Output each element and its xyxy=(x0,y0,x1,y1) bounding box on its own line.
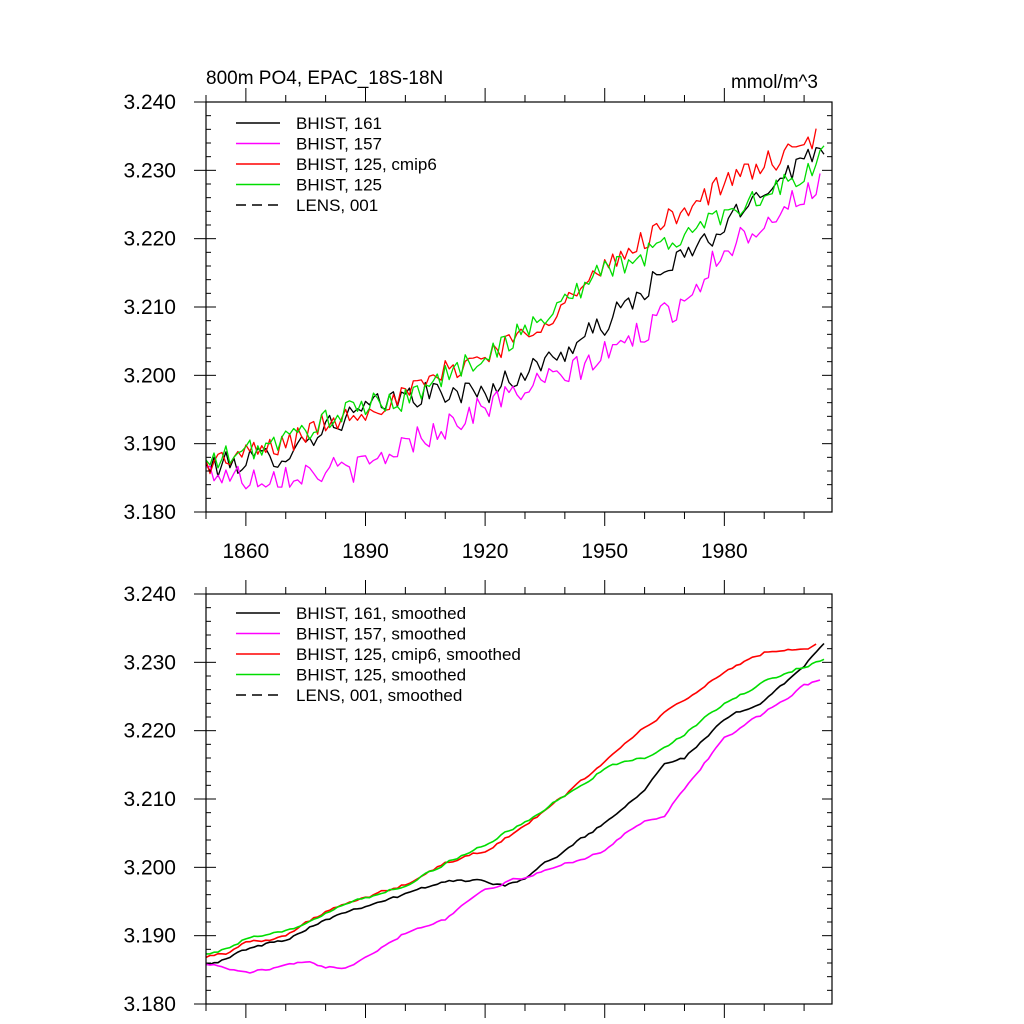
series-line-4 xyxy=(206,145,825,469)
title-right: mmol/m^3 xyxy=(731,72,818,93)
x-tick-label: 1920 xyxy=(462,540,509,563)
y-tick-label: 3.190 xyxy=(123,433,176,456)
series-line-2 xyxy=(206,173,821,490)
legend-label: BHIST, 125, cmip6 xyxy=(296,155,437,174)
legend-label: BHIST, 161, smoothed xyxy=(296,604,466,623)
y-tick-label: 3.230 xyxy=(123,159,176,182)
x-tick-label: 1980 xyxy=(701,540,748,563)
y-tick-label: 3.220 xyxy=(123,720,176,743)
legend-label: LENS, 001, smoothed xyxy=(296,686,462,705)
y-tick-label: 3.240 xyxy=(123,583,176,606)
y-tick-label: 3.200 xyxy=(123,856,176,879)
legend-label: LENS, 001 xyxy=(296,196,378,215)
legend-label: BHIST, 157 xyxy=(296,135,382,154)
y-tick-label: 3.220 xyxy=(123,228,176,251)
x-tick-label: 1950 xyxy=(581,540,628,563)
series-line-1 xyxy=(206,642,825,966)
y-tick-label: 3.210 xyxy=(123,788,176,811)
title-left: 800m PO4, EPAC_18S-18N xyxy=(206,68,443,89)
bottom-panel: 3.180 3.190 3.200 3.210 3.220 3.230 3.240 BHIST… xyxy=(123,580,833,1018)
series-line-4 xyxy=(206,658,825,955)
y-tick-label: 3.190 xyxy=(123,925,176,948)
x-tick-label: 1860 xyxy=(223,540,270,563)
legend-label: BHIST, 125, smoothed xyxy=(296,666,466,685)
top-panel: 3.180 3.190 3.200 3.210 3.220 3.230 3.240 1860 1… xyxy=(123,88,833,563)
x-tick-label: 1890 xyxy=(342,540,389,563)
series-line-2 xyxy=(206,679,821,974)
y-tick-label: 3.200 xyxy=(123,364,176,387)
y-tick-label: 3.210 xyxy=(123,296,176,319)
y-tick-label: 3.180 xyxy=(123,993,176,1016)
legend-label: BHIST, 125 xyxy=(296,176,382,195)
y-tick-label: 3.230 xyxy=(123,651,176,674)
series-line-3 xyxy=(206,128,817,475)
legend-label: BHIST, 157, smoothed xyxy=(296,625,466,644)
legend-label: BHIST, 161 xyxy=(296,114,382,133)
y-tick-label: 3.180 xyxy=(123,501,176,524)
legend-label: BHIST, 125, cmip6, smoothed xyxy=(296,645,521,664)
y-tick-label: 3.240 xyxy=(123,91,176,114)
